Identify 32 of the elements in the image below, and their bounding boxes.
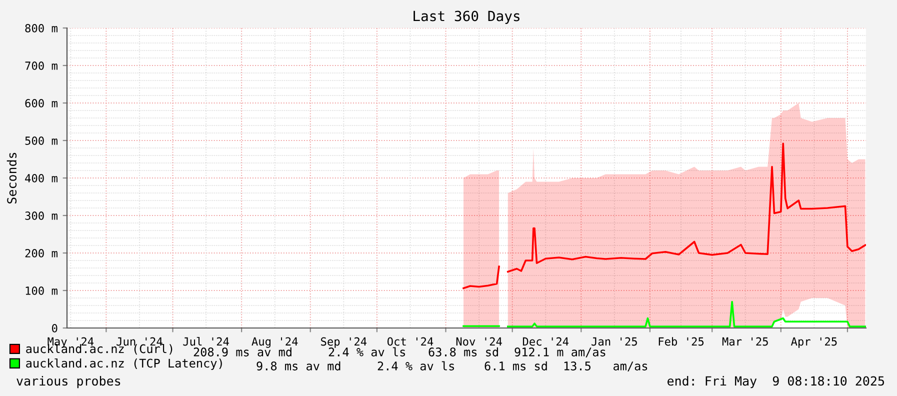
y-tick-label: 200 m (25, 249, 58, 258)
x-tick-label: Nov '24 (456, 337, 502, 346)
legend-label: auckland.ac.nz (TCP Latency) (26, 358, 222, 370)
y-axis-title: Seconds (6, 152, 17, 204)
x-tick-label: Apr '25 (790, 337, 837, 348)
text: end: Fri May 9 08:18:10 2025 (668, 376, 884, 388)
x-tick-label: Aug '24 (252, 337, 298, 348)
y-tick-label: 100 m (26, 286, 58, 295)
text: 13.5 am/as (564, 362, 648, 372)
text: 6.1 ms sd (484, 361, 547, 370)
x-tick-label: Sep '24 (321, 337, 367, 348)
y-tick-label: 800 m (25, 24, 58, 32)
y-tick-label: 700 m (25, 62, 58, 70)
y-tick-label: 600 m (25, 99, 58, 108)
y-tick-label: 0 (52, 324, 58, 332)
chart-title: Last 360 Days (414, 10, 520, 24)
y-tick-label: 500 m (25, 136, 58, 145)
text: 912.1 m am/as (514, 348, 606, 358)
text: various probes (16, 376, 120, 388)
text: 2.4 % av ls (328, 347, 406, 356)
x-tick-label: Mar '25 (722, 337, 768, 346)
y-tick-label: 300 m (25, 212, 58, 220)
x-tick-label: Jul '24 (183, 337, 229, 346)
x-tick-label: Feb '25 (658, 337, 704, 346)
x-tick-label: Jan '25 (592, 337, 637, 346)
x-tick-label: Dec '24 (522, 337, 569, 346)
text: 9.8 ms av md (256, 361, 340, 370)
y-tick-label: 400 m (25, 174, 58, 182)
text: 2.4 % av ls (378, 361, 454, 370)
text: 63.8 ms sd (428, 347, 498, 356)
text: 208.9 ms av md (194, 347, 292, 356)
x-tick-label: Oct '24 (387, 337, 434, 346)
